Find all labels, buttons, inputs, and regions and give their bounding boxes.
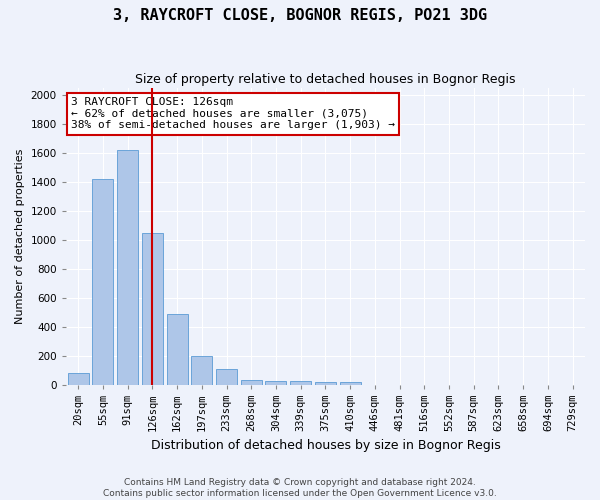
Bar [92,179,113,384]
Bar [265,381,286,384]
Title: Size of property relative to detached houses in Bognor Regis: Size of property relative to detached ho… [135,72,515,86]
Bar [241,380,262,384]
Bar [167,314,188,384]
Bar [68,373,89,384]
Bar [340,382,361,384]
Bar [315,382,336,384]
Bar [216,370,237,384]
X-axis label: Distribution of detached houses by size in Bognor Regis: Distribution of detached houses by size … [151,440,500,452]
Bar [290,381,311,384]
Bar [191,356,212,384]
Text: Contains HM Land Registry data © Crown copyright and database right 2024.
Contai: Contains HM Land Registry data © Crown c… [103,478,497,498]
Text: 3 RAYCROFT CLOSE: 126sqm
← 62% of detached houses are smaller (3,075)
38% of sem: 3 RAYCROFT CLOSE: 126sqm ← 62% of detach… [71,97,395,130]
Text: 3, RAYCROFT CLOSE, BOGNOR REGIS, PO21 3DG: 3, RAYCROFT CLOSE, BOGNOR REGIS, PO21 3D… [113,8,487,22]
Y-axis label: Number of detached properties: Number of detached properties [15,148,25,324]
Bar [142,232,163,384]
Bar [117,150,138,384]
